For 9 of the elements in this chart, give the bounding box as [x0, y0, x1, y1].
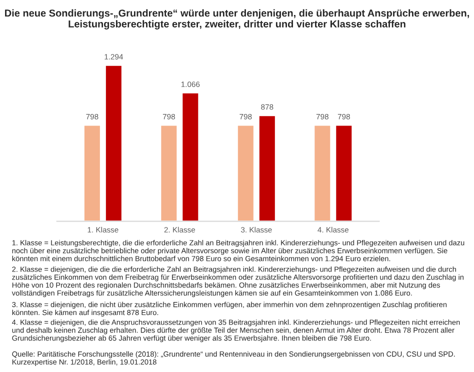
- bar: [334, 124, 354, 222]
- bar: [236, 124, 255, 222]
- bar: [313, 124, 332, 222]
- bar: [160, 124, 178, 222]
- bar: [258, 114, 276, 222]
- bar: [83, 124, 102, 222]
- bar: [181, 92, 200, 222]
- chart-title: Die neue Sondierungs-„Grundrente“ würde unter denjenigen, die überhaupt Ansprüche erwerben, Leistungsberechtigte erster, zweiter, dritter und vierter Klasse schaffen: [5, 9, 469, 30]
- bar: [104, 64, 123, 222]
